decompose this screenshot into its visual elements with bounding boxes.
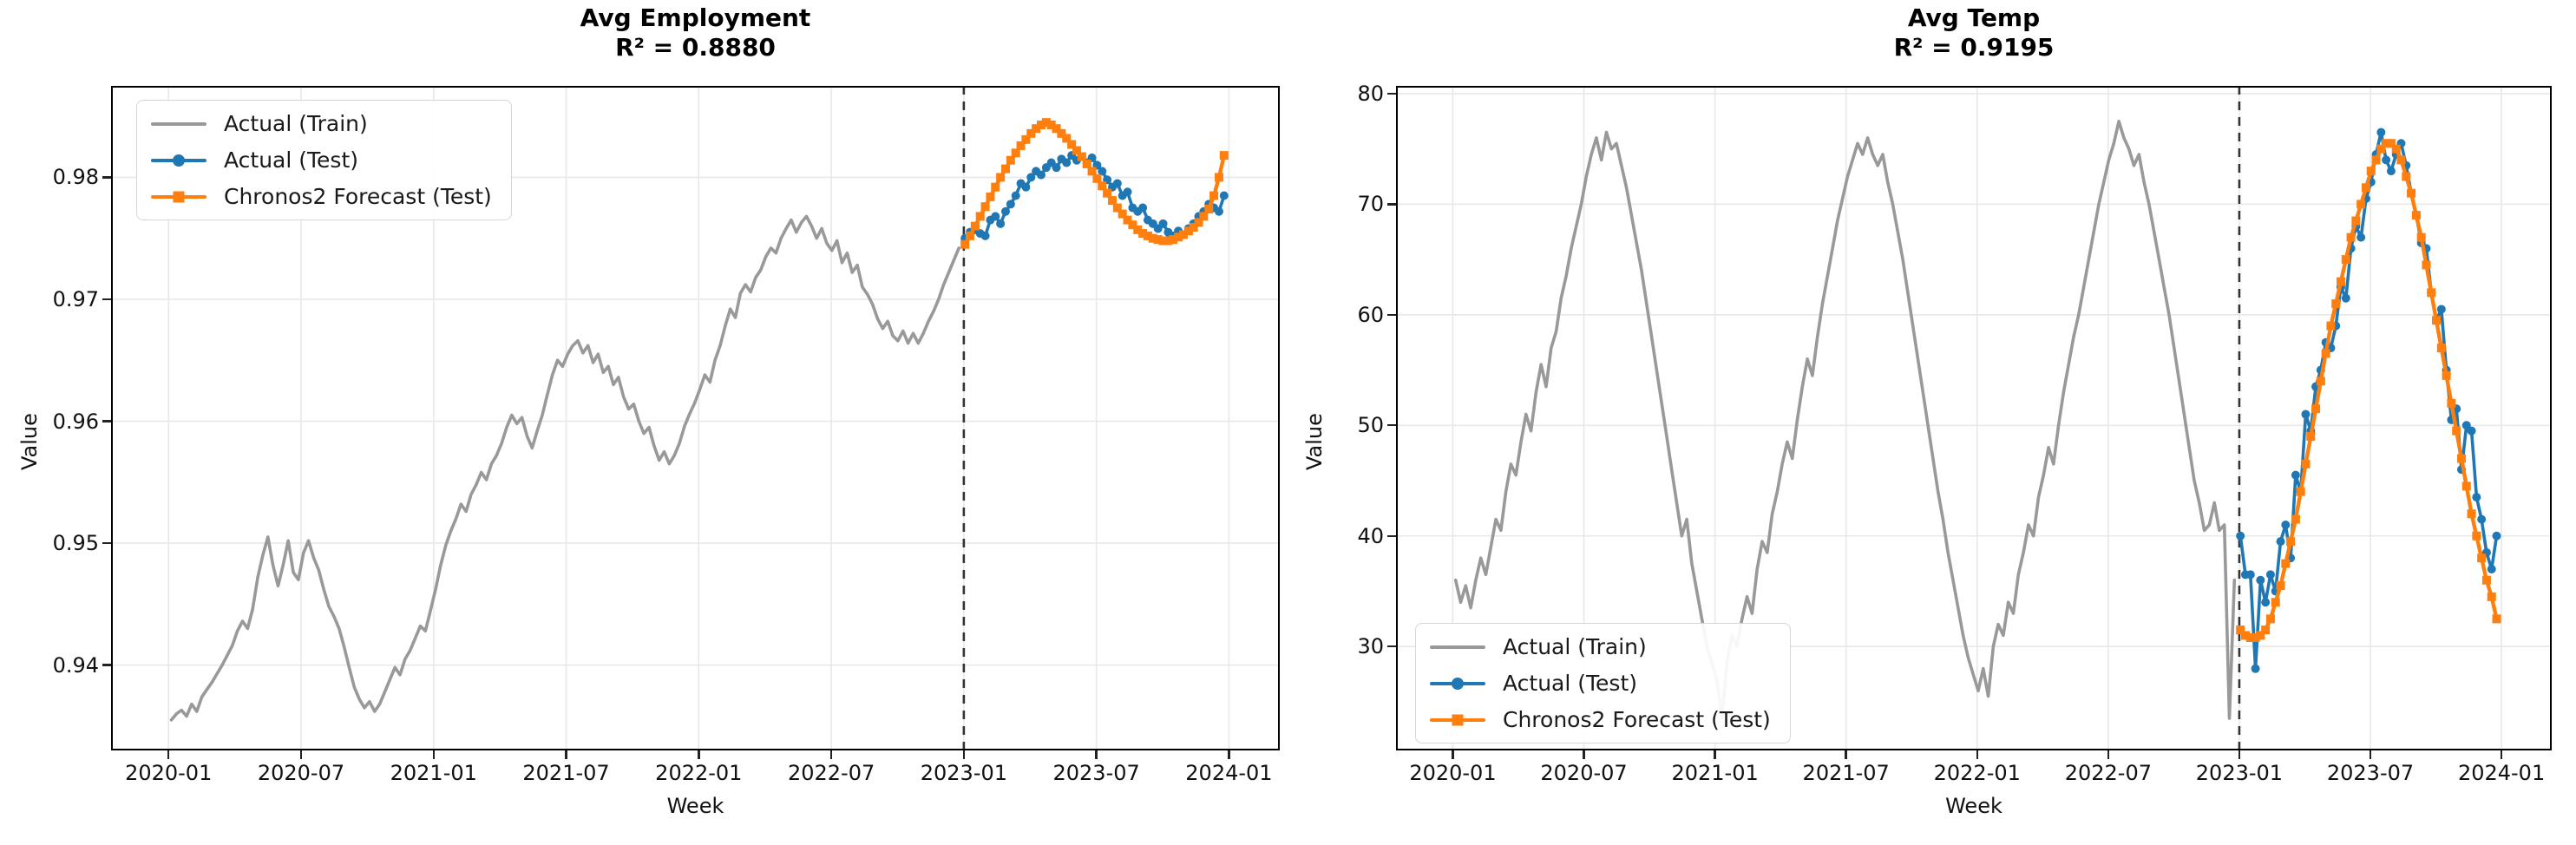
x-tick: [1228, 750, 1230, 759]
y-tick-label: 70: [1357, 192, 1384, 217]
y-tick-label: 0.94: [52, 652, 99, 678]
x-tick: [1976, 750, 1978, 759]
x-tick: [829, 750, 833, 759]
x-tick: [2500, 750, 2503, 759]
x-tick-label: 2022-07: [2064, 761, 2152, 785]
x-axis-label: Week: [666, 794, 724, 818]
chart-title-text: Avg Temp: [1907, 3, 2041, 32]
forecast-line-swatch: [151, 189, 206, 205]
x-tick: [1583, 750, 1585, 759]
x-tick: [1714, 750, 1716, 759]
legend-item-train: Actual (Train): [151, 111, 492, 136]
test-line-swatch: [1430, 676, 1485, 691]
train-line-swatch: [151, 116, 206, 132]
x-tick: [962, 750, 966, 759]
chart-title-text: Avg Employment: [580, 3, 811, 32]
x-tick-label: 2021-01: [1671, 761, 1759, 785]
x-tick: [167, 750, 170, 759]
y-tick-label: 50: [1357, 413, 1384, 438]
y-tick: [102, 176, 111, 179]
legend-label: Chronos2 Forecast (Test): [224, 184, 492, 209]
plot-frame: [111, 86, 1280, 750]
x-tick-label: 2023-01: [2195, 761, 2284, 785]
x-tick-label: 2024-01: [1185, 761, 1273, 785]
legend-label: Actual (Test): [224, 147, 359, 173]
y-tick-label: 0.95: [52, 531, 99, 556]
plot-area: [111, 86, 1280, 750]
chart-r2-text: R² = 0.9195: [1893, 33, 2055, 62]
x-tick-label: 2020-07: [257, 761, 345, 785]
x-tick: [565, 750, 567, 759]
x-tick-label: 2022-01: [1933, 761, 2021, 785]
y-tick-label: 60: [1357, 302, 1384, 327]
x-tick-label: 2021-01: [390, 761, 477, 785]
legend-item-train: Actual (Train): [1430, 634, 1771, 659]
y-tick: [1387, 92, 1396, 95]
temp-chart-title: Avg Temp R² = 0.9195: [1396, 3, 2552, 62]
y-tick-label: 40: [1357, 523, 1384, 548]
x-tick: [1452, 750, 1454, 759]
x-tick-label: 2020-01: [125, 761, 213, 785]
y-tick: [102, 664, 111, 666]
x-tick-label: 2021-07: [1802, 761, 1890, 785]
x-tick: [698, 750, 700, 759]
y-tick: [1387, 203, 1396, 206]
x-tick: [1095, 750, 1098, 759]
employment-chart: Avg Employment R² = 0.8880 Value Week Ac…: [17, 3, 1280, 818]
y-tick: [102, 298, 111, 301]
y-tick-label: 0.97: [52, 286, 99, 311]
employment-chart-title: Avg Employment R² = 0.8880: [111, 3, 1280, 62]
x-tick: [2369, 750, 2372, 759]
x-axis-label: Week: [1945, 794, 2002, 818]
legend-item-test: Actual (Test): [1430, 671, 1771, 696]
x-tick-label: 2022-07: [787, 761, 875, 785]
x-tick: [432, 750, 435, 759]
x-tick-label: 2021-07: [522, 761, 610, 785]
y-tick: [1387, 424, 1396, 427]
x-tick: [2238, 750, 2241, 759]
y-tick-label: 0.98: [52, 165, 99, 190]
x-tick-label: 2020-07: [1540, 761, 1628, 785]
forecast-line-swatch: [1430, 712, 1485, 728]
y-tick: [1387, 645, 1396, 648]
y-tick-label: 0.96: [52, 409, 99, 434]
x-tick: [2107, 750, 2110, 759]
x-tick: [299, 750, 303, 759]
train-line-swatch: [1430, 639, 1485, 655]
y-tick: [102, 420, 111, 422]
y-tick-label: 30: [1357, 634, 1384, 659]
y-tick: [1387, 313, 1396, 317]
legend-item-forecast: Chronos2 Forecast (Test): [1430, 707, 1771, 732]
test-line-swatch: [151, 153, 206, 168]
x-tick: [1845, 750, 1847, 759]
y-tick: [1387, 534, 1396, 537]
legend-label: Actual (Train): [224, 111, 368, 136]
x-tick-label: 2020-01: [1409, 761, 1497, 785]
x-tick-label: 2023-01: [920, 761, 1008, 785]
legend-label: Chronos2 Forecast (Test): [1503, 707, 1771, 732]
plot-frame: [1396, 86, 2552, 750]
x-tick-label: 2022-01: [655, 761, 743, 785]
x-tick-label: 2023-07: [1052, 761, 1140, 785]
legend-label: Actual (Train): [1503, 634, 1647, 659]
chart-r2-text: R² = 0.8880: [615, 33, 776, 62]
legend-item-test: Actual (Test): [151, 147, 492, 173]
legend-label: Actual (Test): [1503, 671, 1638, 696]
legend-item-forecast: Chronos2 Forecast (Test): [151, 184, 492, 209]
x-tick-label: 2023-07: [2326, 761, 2415, 785]
x-tick-label: 2024-01: [2457, 761, 2546, 785]
y-tick-label: 80: [1357, 81, 1384, 106]
y-tick: [102, 541, 111, 545]
temp-chart: Avg Temp R² = 0.9195 Value Week Actual (…: [1302, 3, 2552, 818]
legend: Actual (Train) Actual (Test) Chronos2 Fo…: [136, 100, 512, 220]
legend: Actual (Train) Actual (Test) Chronos2 Fo…: [1415, 623, 1791, 743]
